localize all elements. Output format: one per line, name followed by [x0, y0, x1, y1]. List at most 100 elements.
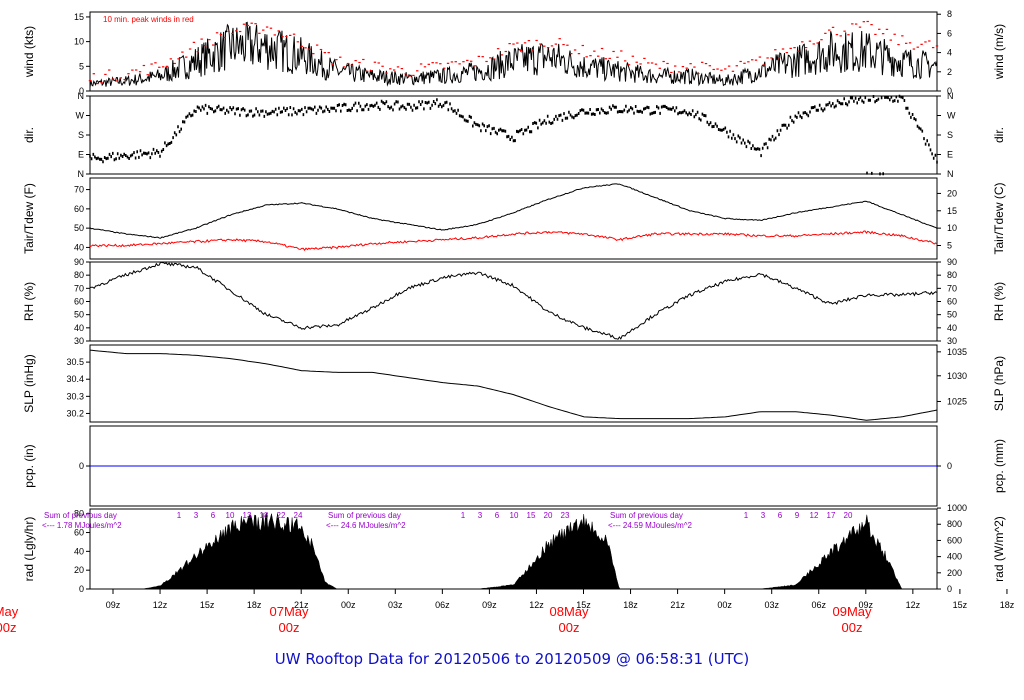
y-tick-label: 50	[74, 310, 84, 320]
date-label-hour: 00z	[842, 620, 863, 635]
hour-label: 10	[226, 511, 235, 520]
y2-tick-label: 0	[947, 584, 952, 594]
panel-wind: 0 5 10 15 0 2 4 6 8 wind (kts) wind (m/s) 10 min. p…	[22, 9, 1006, 96]
panel-temp: 40 50 60 70 5 10 15 20 Tair/Tdew (F) Tair/Tdew (C…	[22, 177, 1006, 260]
y2-tick-label: 15	[947, 206, 957, 216]
y2-tick-label: 0	[947, 461, 952, 471]
y-tick-label: 15	[74, 12, 84, 22]
time-axis: 09z 12z 15z 18z 21z 00z 03z 06z 09z 12z 15z 18z 21z 0…	[0, 589, 1015, 635]
x-tick-label: 18z	[623, 600, 638, 610]
panel-frame	[89, 344, 938, 423]
y2-tick-label: 800	[947, 519, 962, 529]
x-tick-label: 00z	[717, 600, 732, 610]
y-tick-label: 50	[74, 223, 84, 233]
y-tick-label: 30.2	[66, 408, 84, 418]
date-label: May	[0, 604, 19, 619]
y-tick-label: 40	[74, 546, 84, 556]
wind-direction-points	[89, 94, 938, 176]
y2-tick-label: N	[947, 169, 954, 179]
y-tick-label: 5	[79, 61, 84, 71]
hour-label: 18	[260, 511, 269, 520]
hour-label: 15	[527, 511, 536, 520]
daily-total-value: <--- 24.6 MJoules/m^2	[326, 521, 406, 530]
y2-tick-label: E	[947, 150, 953, 160]
date-label: 09May	[832, 604, 872, 619]
y-tick-label: 60	[74, 528, 84, 538]
hour-label: 1	[744, 511, 749, 520]
y2-tick-label: 40	[947, 323, 957, 333]
x-tick-label: 21z	[294, 600, 309, 610]
hour-label: 23	[561, 511, 570, 520]
y2-tick-label: 60	[947, 297, 957, 307]
y-axis-label: dir.	[22, 127, 36, 143]
y2-tick-label: W	[947, 111, 956, 121]
hour-label: 3	[478, 511, 483, 520]
y-axis-label: rad (Lgly/hr)	[22, 517, 36, 582]
x-tick-label: 15z	[576, 600, 591, 610]
y-tick-label: 70	[74, 185, 84, 195]
x-tick-label: 18z	[1000, 600, 1015, 610]
x-tick-label: 06z	[811, 600, 826, 610]
y2-tick-label: 80	[947, 270, 957, 280]
x-tick-label: 12z	[906, 600, 921, 610]
panel-slp: 30.2 30.3 30.4 30.5 1025 1030 1035 SLP (inHg) SL…	[22, 344, 1006, 423]
y2-axis-label: dir.	[992, 127, 1006, 143]
y-tick-label: 0	[79, 461, 84, 471]
panel-frame	[89, 177, 938, 260]
y-axis-label: SLP (inHg)	[22, 354, 36, 412]
y-axis-label: RH (%)	[22, 282, 36, 321]
x-tick-label: 09z	[482, 600, 497, 610]
x-tick-label: 21z	[670, 600, 685, 610]
pressure-line	[89, 349, 938, 421]
y2-axis-label: pcp. (mm)	[992, 439, 1006, 493]
y-tick-label: W	[76, 111, 85, 121]
y-tick-label: 70	[74, 283, 84, 293]
y-tick-label: S	[78, 130, 84, 140]
y2-tick-label: 1030	[947, 371, 967, 381]
daily-total-value: <--- 24.59 MJoules/m^2	[608, 521, 693, 530]
footer-title: UW Rooftop Data for 20120506 to 20120509…	[274, 650, 750, 668]
panel-rh: 30 40 50 60 70 80 90 30 40 50 60 70 80 90 RH (%) RH (%)	[22, 257, 1006, 346]
wind-speed-line	[89, 21, 938, 88]
y-tick-label: 90	[74, 257, 84, 267]
daily-total-label: Sum of previous day	[44, 511, 117, 520]
humidity-line	[89, 261, 938, 340]
y2-tick-label: 90	[947, 257, 957, 267]
daily-total-label: Sum of previous day	[610, 511, 683, 520]
y-axis-label: Tair/Tdew (F)	[22, 183, 36, 254]
panel-frame	[89, 11, 938, 92]
panel-frame	[89, 261, 938, 342]
y-tick-label: N	[78, 91, 85, 101]
y-tick-label: 30.4	[66, 374, 84, 384]
y-tick-label: 80	[74, 270, 84, 280]
hour-label: 10	[510, 511, 519, 520]
y-tick-label: 0	[79, 86, 84, 96]
y-axis-label: pcp. (in)	[22, 444, 36, 487]
y2-tick-label: 600	[947, 535, 962, 545]
y2-tick-label: 50	[947, 310, 957, 320]
y2-tick-label: S	[947, 130, 953, 140]
x-tick-label: 03z	[388, 600, 403, 610]
hour-label: 20	[544, 511, 553, 520]
y2-tick-label: 6	[947, 28, 952, 38]
y2-tick-label: 1025	[947, 396, 967, 406]
peak-wind-note: 10 min. peak winds in red	[103, 15, 194, 24]
hour-label: 9	[795, 511, 800, 520]
y2-axis-label: rad (W/m^2)	[992, 516, 1006, 582]
x-tick-label: 12z	[153, 600, 168, 610]
hour-label: 12	[810, 511, 819, 520]
x-tick-label: 18z	[247, 600, 262, 610]
y-tick-label: 40	[74, 242, 84, 252]
y2-tick-label: N	[947, 91, 954, 101]
y2-tick-label: 400	[947, 552, 962, 562]
hour-label: 22	[277, 511, 286, 520]
y2-tick-label: 30	[947, 336, 957, 346]
hour-label: 20	[844, 511, 853, 520]
y-tick-label: N	[78, 169, 85, 179]
x-tick-label: 15z	[953, 600, 968, 610]
y-tick-label: 80	[74, 509, 84, 519]
y2-tick-label: 1035	[947, 347, 967, 357]
dewpoint-line	[89, 230, 938, 252]
radiation-area	[90, 512, 937, 590]
